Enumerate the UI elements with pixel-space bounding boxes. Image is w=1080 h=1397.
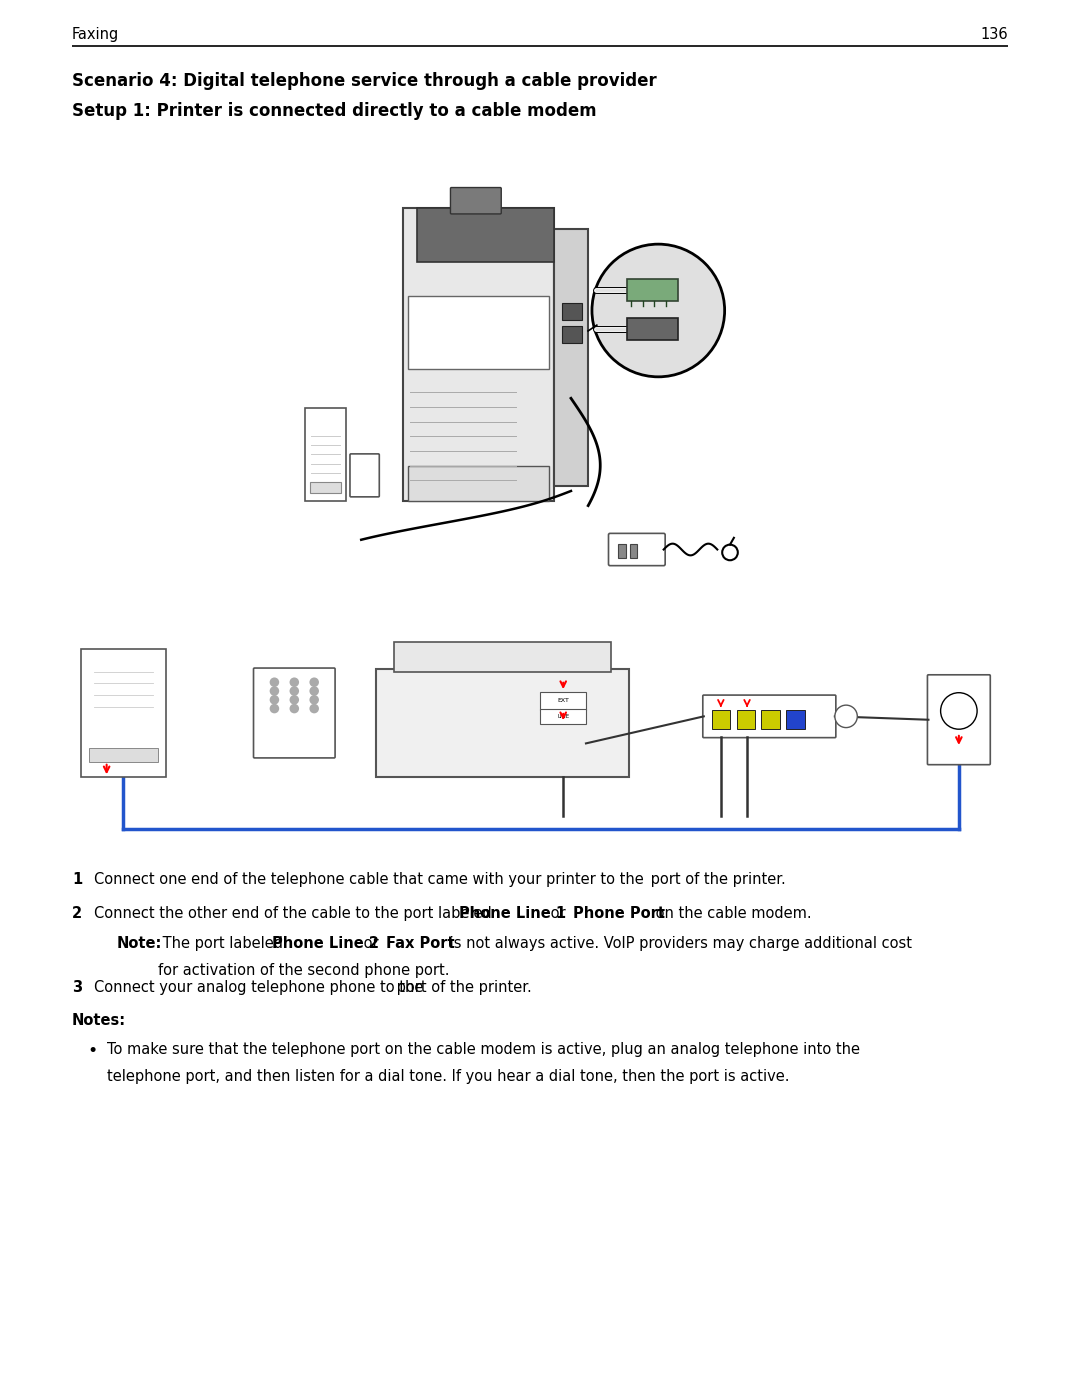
- FancyBboxPatch shape: [403, 208, 554, 500]
- FancyBboxPatch shape: [703, 696, 836, 738]
- FancyBboxPatch shape: [306, 408, 346, 500]
- Text: Connect one end of the telephone cable that came with your printer to the: Connect one end of the telephone cable t…: [94, 872, 648, 887]
- FancyBboxPatch shape: [540, 710, 586, 724]
- Text: Notes:: Notes:: [72, 1013, 126, 1028]
- Text: or: or: [546, 907, 570, 921]
- FancyBboxPatch shape: [407, 296, 549, 369]
- Circle shape: [309, 696, 319, 704]
- FancyBboxPatch shape: [254, 668, 335, 759]
- Circle shape: [309, 678, 319, 687]
- Circle shape: [309, 704, 319, 714]
- FancyBboxPatch shape: [737, 710, 755, 728]
- Text: LINE: LINE: [557, 714, 569, 719]
- Circle shape: [835, 705, 858, 728]
- FancyBboxPatch shape: [81, 648, 165, 777]
- Circle shape: [270, 678, 280, 687]
- Text: Phone Line 1: Phone Line 1: [459, 907, 566, 921]
- FancyBboxPatch shape: [450, 187, 501, 214]
- Text: The port labeled: The port labeled: [158, 936, 287, 951]
- Text: or: or: [359, 936, 383, 951]
- Text: port of the printer.: port of the printer.: [392, 981, 531, 995]
- FancyBboxPatch shape: [618, 543, 625, 559]
- FancyBboxPatch shape: [554, 229, 588, 486]
- Circle shape: [941, 693, 977, 729]
- Text: for activation of the second phone port.: for activation of the second phone port.: [158, 963, 449, 978]
- Text: on the cable modem.: on the cable modem.: [651, 907, 812, 921]
- Text: To make sure that the telephone port on the cable modem is active, plug an analo: To make sure that the telephone port on …: [107, 1042, 860, 1058]
- Text: Connect the other end of the cable to the port labeled: Connect the other end of the cable to th…: [94, 907, 497, 921]
- FancyBboxPatch shape: [786, 710, 805, 728]
- FancyBboxPatch shape: [310, 482, 341, 493]
- FancyBboxPatch shape: [394, 643, 611, 672]
- FancyBboxPatch shape: [376, 669, 629, 777]
- Circle shape: [309, 686, 319, 696]
- Circle shape: [289, 686, 299, 696]
- Circle shape: [723, 545, 738, 560]
- Text: 3: 3: [72, 981, 82, 995]
- FancyBboxPatch shape: [90, 749, 158, 763]
- Text: Setup 1: Printer is connected directly to a cable modem: Setup 1: Printer is connected directly t…: [72, 102, 596, 120]
- FancyBboxPatch shape: [562, 303, 582, 320]
- FancyBboxPatch shape: [350, 454, 379, 497]
- Text: Connect your analog telephone phone to the: Connect your analog telephone phone to t…: [94, 981, 428, 995]
- FancyBboxPatch shape: [626, 317, 678, 341]
- Circle shape: [270, 704, 280, 714]
- FancyBboxPatch shape: [540, 692, 586, 710]
- Text: Note:: Note:: [117, 936, 162, 951]
- FancyBboxPatch shape: [417, 208, 554, 261]
- FancyBboxPatch shape: [626, 279, 678, 302]
- FancyBboxPatch shape: [562, 326, 582, 344]
- Text: Fax Port: Fax Port: [386, 936, 455, 951]
- Text: Scenario 4: Digital telephone service through a cable provider: Scenario 4: Digital telephone service th…: [72, 73, 657, 89]
- Circle shape: [592, 244, 725, 377]
- Text: 136: 136: [981, 27, 1008, 42]
- Text: port of the printer.: port of the printer.: [646, 872, 786, 887]
- Text: Faxing: Faxing: [72, 27, 119, 42]
- Text: 1: 1: [72, 872, 82, 887]
- Text: •: •: [87, 1042, 97, 1060]
- FancyBboxPatch shape: [630, 543, 637, 559]
- Text: telephone port, and then listen for a dial tone. If you hear a dial tone, then t: telephone port, and then listen for a di…: [107, 1069, 789, 1084]
- FancyBboxPatch shape: [761, 710, 780, 728]
- Text: Phone Line 2: Phone Line 2: [272, 936, 379, 951]
- Circle shape: [289, 696, 299, 704]
- Text: 2: 2: [72, 907, 82, 921]
- Circle shape: [289, 704, 299, 714]
- Text: Phone Port: Phone Port: [573, 907, 665, 921]
- FancyBboxPatch shape: [608, 534, 665, 566]
- Circle shape: [270, 686, 280, 696]
- Circle shape: [270, 696, 280, 704]
- Text: EXT: EXT: [557, 698, 569, 703]
- FancyBboxPatch shape: [712, 710, 730, 728]
- Circle shape: [289, 678, 299, 687]
- Text: is not always active. VoIP providers may charge additional cost: is not always active. VoIP providers may…: [445, 936, 912, 951]
- FancyBboxPatch shape: [928, 675, 990, 764]
- FancyBboxPatch shape: [407, 465, 549, 500]
